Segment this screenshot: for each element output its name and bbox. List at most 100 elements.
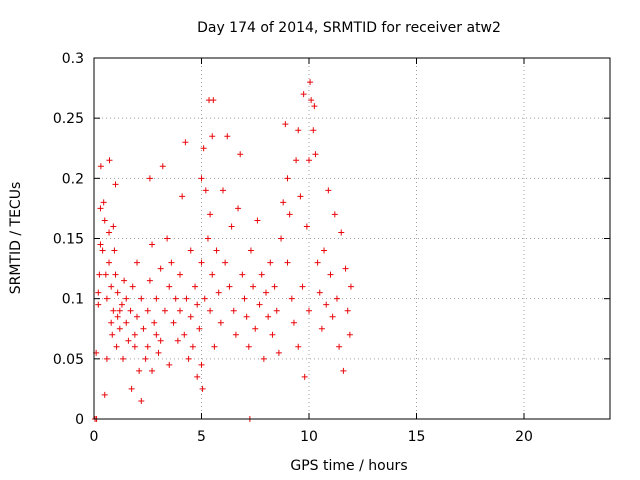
data-point [241,295,248,302]
data-point [209,271,216,278]
data-point [269,331,276,338]
data-point [284,175,291,182]
data-point [329,313,336,320]
data-point [157,265,164,272]
data-point [179,193,186,200]
data-point [185,355,192,362]
data-point [271,283,278,290]
data-point [95,289,102,296]
data-point [224,133,231,140]
grid-layer [94,58,610,419]
x-axis-label: GPS time / hours [290,458,407,474]
data-point [128,385,135,392]
data-point [146,277,153,284]
data-point [103,355,110,362]
data-point [293,157,300,164]
data-point [151,319,158,326]
data-point [172,295,179,302]
data-point [321,247,328,254]
data-point [318,325,325,332]
data-point [327,271,334,278]
data-point [109,331,116,338]
data-point [125,337,132,344]
y-tick-label: 0.25 [53,111,84,127]
data-point [250,283,257,290]
data-point [95,301,102,308]
data-point [138,295,145,302]
data-point [127,307,134,314]
y-tick-label: 0.1 [62,292,84,308]
data-point [239,271,246,278]
data-point [120,355,127,362]
data-point [252,325,259,332]
data-point [131,343,138,350]
data-point [213,247,220,254]
data-point [220,187,226,194]
data-point [159,163,166,170]
data-point [342,265,349,272]
data-point [161,307,168,314]
data-point [113,343,120,350]
data-point [209,133,216,140]
data-point [303,223,310,230]
data-point [232,331,239,338]
data-points [92,79,354,422]
data-point [301,373,308,380]
data-point [144,307,151,314]
data-point [164,235,171,242]
plot-frame [93,57,611,420]
data-point [166,361,173,368]
data-point [226,283,233,290]
data-point [140,325,147,332]
data-point [204,235,211,242]
data-point [198,361,205,368]
data-point [198,175,205,182]
data-point [331,211,338,218]
data-point [110,223,117,230]
data-point [207,307,214,314]
data-point [149,241,156,248]
data-point [247,247,254,254]
data-point [316,289,323,296]
x-tick-label: 20 [515,429,533,445]
data-point [286,211,293,218]
data-point [110,307,117,314]
data-point [146,175,153,182]
data-point [306,307,312,314]
data-point [325,187,332,194]
tick-layer: 0 0.05 0.1 0.15 0.2 0.25 0.3 0 5 10 15 20 [53,51,610,445]
data-point [114,313,121,320]
data-point [338,229,345,236]
data-point [275,349,282,356]
y-tick-label: 0.05 [53,352,84,368]
data-point [295,343,302,350]
data-point [308,97,315,104]
data-point [245,343,252,350]
data-point [106,259,113,266]
data-point [129,283,136,290]
y-axis-label: SRMTID / TECUs [8,182,24,295]
data-point [263,289,269,296]
data-point [155,349,162,356]
data-point [182,139,189,146]
data-point [194,301,201,308]
data-point [97,205,104,212]
data-point [183,295,190,302]
y-tick-label: 0.15 [53,232,84,248]
data-point [131,331,138,338]
chart-title: Day 174 of 2014, SRMTID for receiver atw… [197,20,501,36]
data-point [265,313,272,320]
data-point [222,259,229,266]
data-point [307,79,314,86]
data-point [228,223,235,230]
data-point [267,259,274,266]
data-point [174,337,181,344]
data-point [340,367,347,374]
data-point [100,199,107,206]
data-point [237,151,244,158]
data-point [108,319,115,326]
data-point [153,295,160,302]
data-point [230,307,237,314]
data-point [149,367,156,374]
y-tick-label: 0.3 [62,51,84,67]
